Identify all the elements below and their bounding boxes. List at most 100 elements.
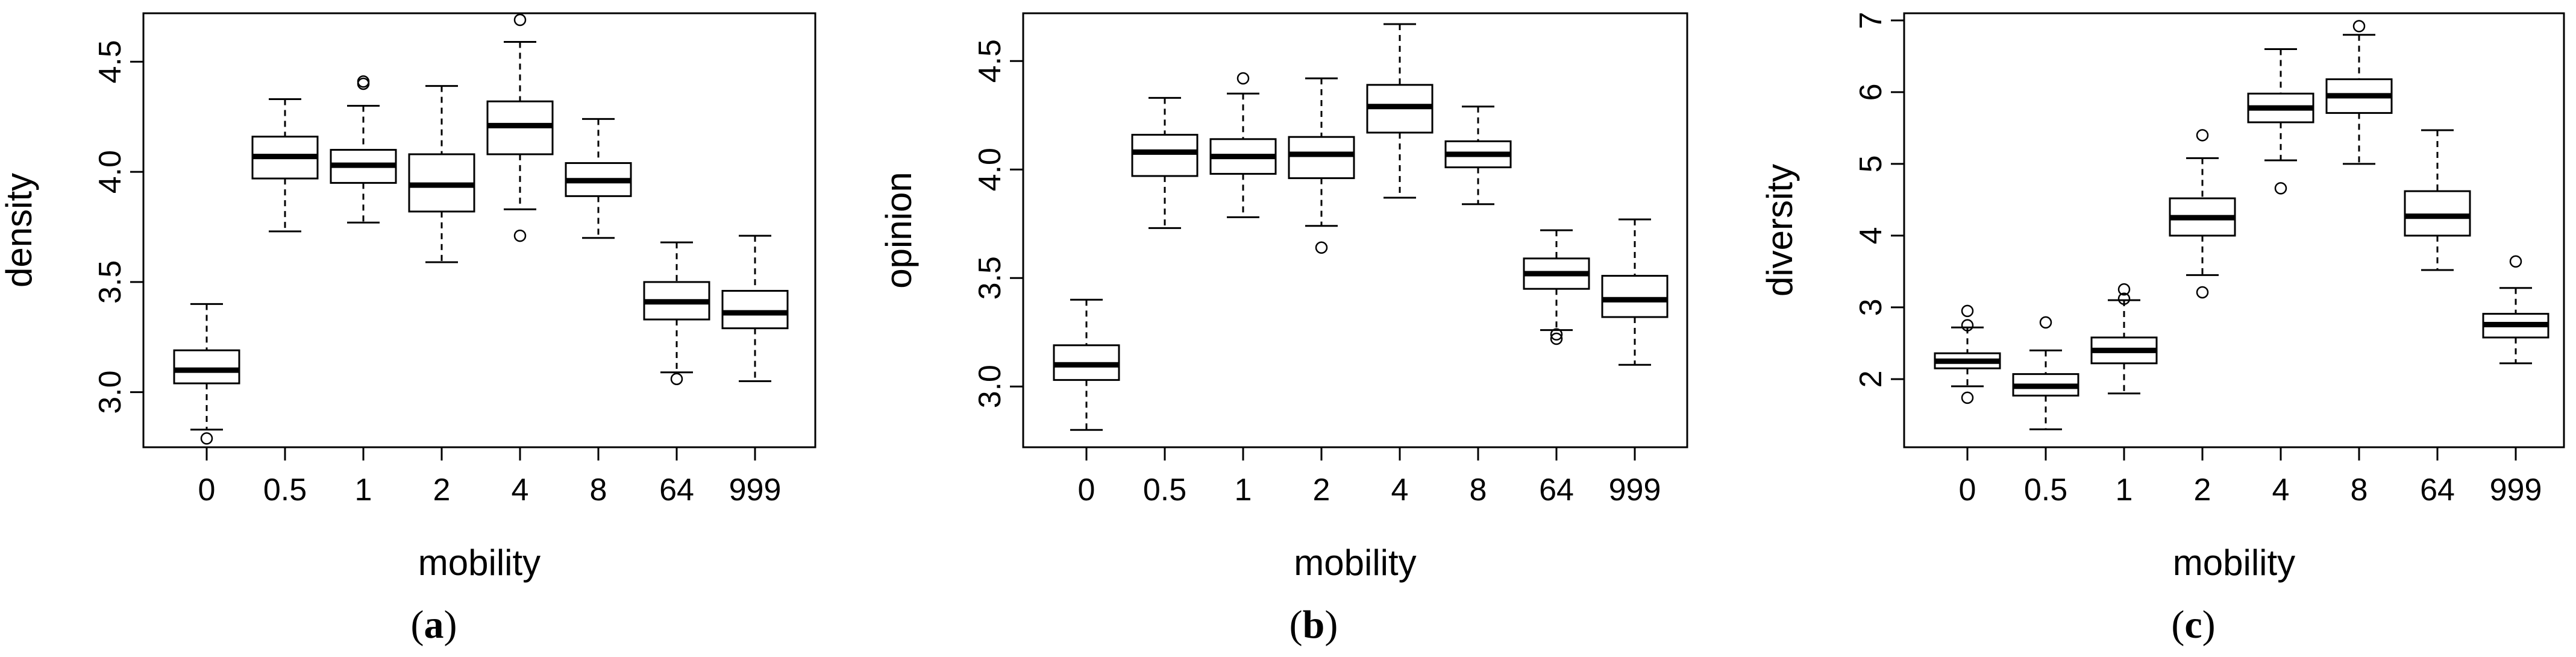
y-tick-label: 4.5 xyxy=(973,39,1008,83)
box-64 xyxy=(2404,129,2471,271)
y-tick-label: 4.0 xyxy=(973,148,1008,191)
iqr-box xyxy=(173,349,240,385)
chart-panel-b: 3.0 3.5 4.0 4.5 0 0.5 1 2 4 8 64 999 mobility opinion… xyxy=(879,12,1688,647)
x-tick-label: 4 xyxy=(1391,473,1409,508)
outlier-point xyxy=(1236,72,1250,85)
y-tick-label: 3.0 xyxy=(973,365,1008,408)
box-0 xyxy=(1934,304,2001,404)
box-1 xyxy=(1209,72,1277,218)
x-tick-label: 0 xyxy=(198,473,216,508)
outlier-point xyxy=(2117,283,2131,296)
y-axis-title: density xyxy=(0,173,39,288)
box-999 xyxy=(1601,218,1669,366)
x-tick-label: 1 xyxy=(2116,473,2133,508)
y-tick-label: 2 xyxy=(1854,370,1888,388)
outlier-point xyxy=(2509,255,2522,268)
outlier-point xyxy=(2196,129,2209,142)
outlier-point xyxy=(2196,286,2209,299)
x-tick-label: 2 xyxy=(2194,473,2211,508)
box-2 xyxy=(2169,129,2236,299)
x-tick-label: 0 xyxy=(1078,473,1095,508)
outlier-point xyxy=(670,373,683,385)
outlier-point xyxy=(1550,328,1563,341)
box-2 xyxy=(1288,77,1355,254)
x-tick-label: 1 xyxy=(355,473,372,508)
y-tick-label: 3 xyxy=(1854,298,1888,316)
chart-panel-c: 2 3 4 5 6 7 0 0.5 1 2 4 8 64 999 mobility diversity (c) xyxy=(1760,11,2565,647)
outlier-point xyxy=(357,75,370,88)
box-1 xyxy=(2090,283,2158,395)
x-tick-label: 64 xyxy=(2420,473,2455,508)
outlier-point xyxy=(1550,332,1563,345)
outlier-point xyxy=(1961,319,1974,332)
outlier-point xyxy=(1961,304,1974,318)
box-0 xyxy=(173,303,240,445)
outlier-point xyxy=(513,229,527,242)
box-0.5 xyxy=(2012,316,2079,430)
y-axis-title: opinion xyxy=(879,172,919,289)
iqr-box xyxy=(1288,136,1355,180)
outlier-point xyxy=(200,432,213,445)
panel-label: (a) xyxy=(411,603,457,647)
y-tick-label: 4.5 xyxy=(93,40,128,83)
x-tick-label: 999 xyxy=(729,473,782,508)
y-tick-label: 7 xyxy=(1854,11,1888,29)
y-tick-label: 4.0 xyxy=(93,150,128,193)
x-tick-label: 999 xyxy=(2490,473,2542,508)
y-tick-label: 3.0 xyxy=(93,370,128,413)
box-2 xyxy=(408,85,475,263)
plot-frame xyxy=(1903,12,2565,448)
outlier-point xyxy=(2274,182,2287,195)
x-tick-label: 0.5 xyxy=(1143,473,1186,508)
plot-frame xyxy=(1022,12,1688,448)
y-tick-label: 4 xyxy=(1854,227,1888,244)
x-tick-label: 8 xyxy=(590,473,607,508)
chart-panel-a: 3.0 3.5 4.0 4.5 0 0.5 1 2 4 8 64 999 mobility density… xyxy=(0,12,816,647)
x-tick-label: 64 xyxy=(659,473,694,508)
panel-label: (c) xyxy=(2171,603,2215,647)
x-tick-label: 999 xyxy=(1609,473,1661,508)
box-0.5 xyxy=(251,98,319,233)
x-axis-title: mobility xyxy=(2173,542,2295,583)
iqr-box xyxy=(2404,190,2471,237)
x-tick-label: 8 xyxy=(1470,473,1487,508)
outlier-point xyxy=(2352,20,2366,33)
x-tick-label: 0.5 xyxy=(2024,473,2067,508)
outlier-point xyxy=(1315,241,1328,254)
y-tick-label: 5 xyxy=(1854,155,1888,172)
box-4 xyxy=(486,13,554,242)
box-64 xyxy=(643,241,710,385)
x-tick-label: 0.5 xyxy=(263,473,307,508)
box-64 xyxy=(1523,229,1590,345)
y-tick-label: 3.5 xyxy=(973,256,1008,300)
x-tick-label: 2 xyxy=(1313,473,1330,508)
outlier-point xyxy=(2117,292,2131,305)
box-4 xyxy=(2247,48,2314,195)
box-0 xyxy=(1053,298,1120,431)
x-tick-label: 64 xyxy=(1539,473,1574,508)
iqr-box xyxy=(721,290,789,330)
iqr-box xyxy=(1131,134,1199,177)
outlier-point xyxy=(2039,316,2052,329)
y-axis-title: diversity xyxy=(1760,164,1800,297)
outlier-point xyxy=(1961,391,1974,404)
box-4 xyxy=(1366,23,1434,199)
box-8 xyxy=(565,118,632,239)
x-tick-label: 8 xyxy=(2351,473,2368,508)
box-8 xyxy=(1444,105,1512,206)
box-999 xyxy=(2482,255,2549,365)
box-999 xyxy=(721,234,789,382)
y-tick-label: 3.5 xyxy=(93,260,128,304)
box-1 xyxy=(330,75,397,224)
x-tick-label: 4 xyxy=(2272,473,2290,508)
y-tick-label: 6 xyxy=(1854,83,1888,101)
x-tick-label: 1 xyxy=(1235,473,1252,508)
plot-frame xyxy=(142,12,816,448)
x-axis-title: mobility xyxy=(1294,542,1416,583)
iqr-box xyxy=(1601,275,1669,318)
panel-label: (b) xyxy=(1290,603,1338,647)
outlier-point xyxy=(513,13,527,27)
box-8 xyxy=(2325,20,2393,165)
box-0.5 xyxy=(1131,96,1199,229)
